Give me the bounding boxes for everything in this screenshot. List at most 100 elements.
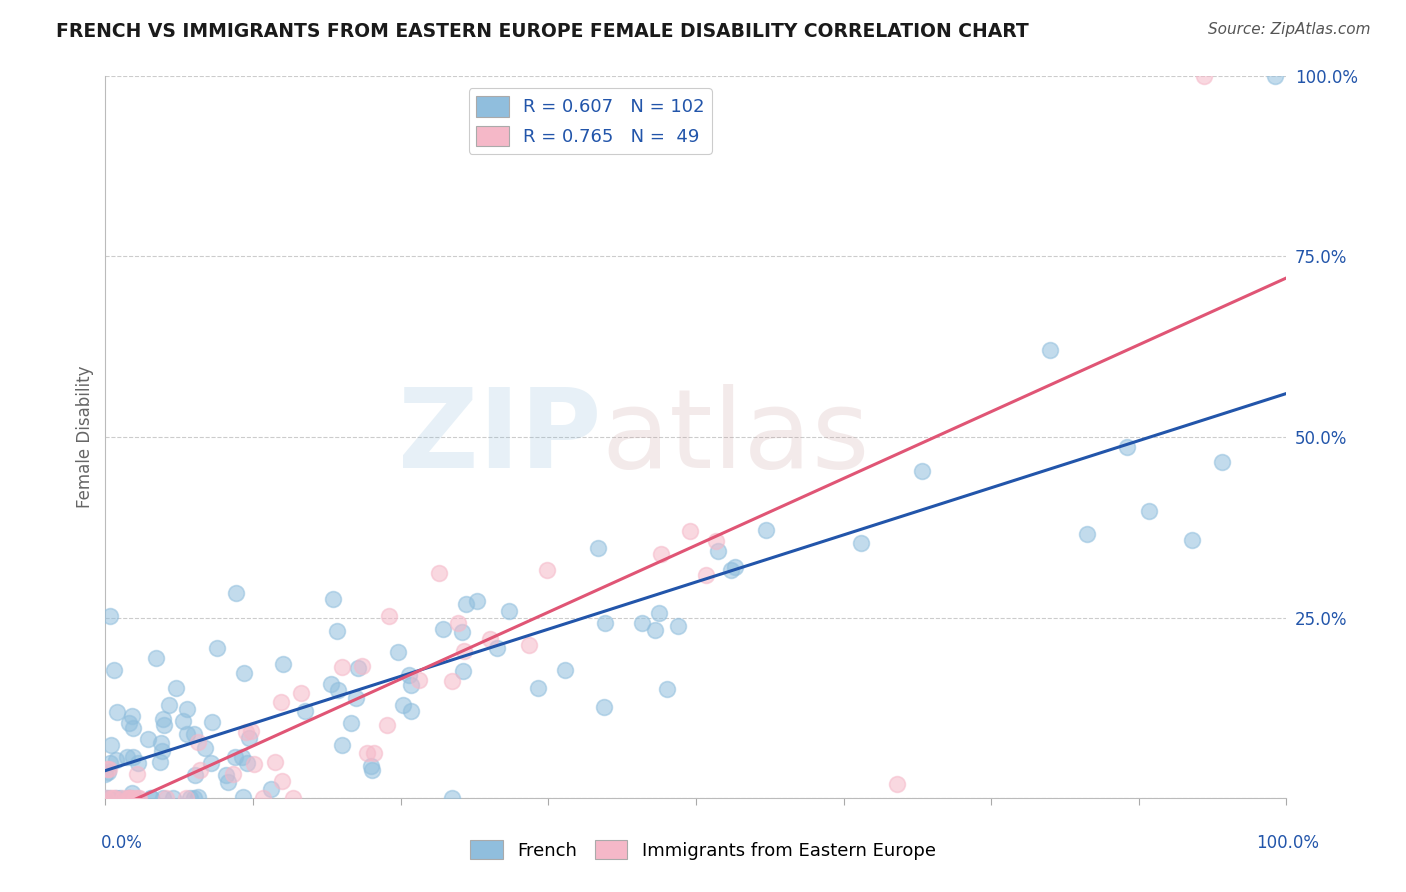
Point — [290, 685, 312, 699]
Point — [97, 764, 120, 779]
Point — [238, 731, 260, 746]
Point — [174, 791, 197, 805]
Point — [225, 586, 247, 600]
Point — [429, 566, 451, 580]
Point — [886, 777, 908, 791]
Point — [105, 705, 128, 719]
Point — [326, 624, 349, 638]
Point — [117, 791, 139, 805]
Point — [1076, 527, 1098, 541]
Point — [118, 791, 141, 805]
Point — [103, 663, 125, 677]
Point — [138, 731, 160, 746]
Point — [172, 714, 194, 728]
Point — [103, 791, 125, 805]
Point — [121, 786, 143, 800]
Point — [222, 767, 245, 781]
Point — [330, 738, 353, 752]
Point — [432, 623, 454, 637]
Point — [1264, 69, 1286, 83]
Legend: French, Immigrants from Eastern Europe: French, Immigrants from Eastern Europe — [463, 832, 943, 867]
Point — [110, 790, 132, 805]
Point — [588, 541, 610, 556]
Point — [205, 640, 228, 655]
Point — [100, 791, 122, 805]
Point — [294, 704, 316, 718]
Point — [217, 775, 239, 789]
Point — [128, 791, 150, 805]
Point — [141, 791, 163, 805]
Point — [184, 768, 207, 782]
Point — [387, 645, 409, 659]
Point — [441, 674, 464, 689]
Point — [398, 668, 420, 682]
Point — [1181, 533, 1204, 548]
Point — [273, 657, 295, 671]
Point — [536, 562, 558, 576]
Point — [648, 606, 671, 620]
Point — [322, 592, 344, 607]
Legend: R = 0.607   N = 102, R = 0.765   N =  49: R = 0.607 N = 102, R = 0.765 N = 49 — [468, 88, 711, 153]
Point — [554, 664, 576, 678]
Point — [1115, 440, 1137, 454]
Point — [399, 677, 422, 691]
Y-axis label: Female Disability: Female Disability — [76, 366, 94, 508]
Point — [152, 718, 174, 732]
Point — [125, 766, 148, 780]
Point — [94, 791, 117, 805]
Point — [124, 791, 146, 805]
Point — [630, 616, 652, 631]
Point — [150, 736, 173, 750]
Point — [188, 763, 211, 777]
Point — [149, 755, 172, 769]
Point — [392, 698, 415, 712]
Point — [187, 734, 209, 748]
Point — [260, 782, 283, 797]
Point — [127, 791, 149, 805]
Point — [96, 791, 118, 805]
Point — [527, 681, 550, 695]
Point — [755, 523, 778, 537]
Point — [339, 716, 361, 731]
Point — [447, 615, 470, 630]
Point — [97, 762, 120, 776]
Point — [344, 691, 367, 706]
Point — [98, 609, 121, 624]
Point — [328, 683, 350, 698]
Point — [118, 716, 141, 731]
Text: FRENCH VS IMMIGRANTS FROM EASTERN EUROPE FEMALE DISABILITY CORRELATION CHART: FRENCH VS IMMIGRANTS FROM EASTERN EUROPE… — [56, 22, 1029, 41]
Point — [593, 699, 616, 714]
Point — [176, 702, 198, 716]
Point — [724, 560, 747, 574]
Point — [97, 791, 120, 805]
Point — [104, 791, 127, 805]
Point — [224, 750, 246, 764]
Point — [235, 725, 257, 739]
Point — [1192, 69, 1215, 83]
Point — [215, 768, 238, 782]
Point — [451, 664, 474, 678]
Point — [650, 547, 672, 561]
Point — [118, 791, 141, 805]
Point — [104, 791, 127, 805]
Point — [139, 791, 162, 805]
Point — [152, 744, 174, 758]
Point — [1211, 454, 1233, 468]
Point — [183, 727, 205, 741]
Point — [94, 767, 117, 781]
Point — [104, 753, 127, 767]
Point — [233, 666, 256, 681]
Point — [187, 789, 209, 804]
Point — [162, 791, 184, 805]
Point — [270, 773, 292, 788]
Point — [152, 712, 174, 726]
Point — [330, 660, 353, 674]
Point — [378, 609, 401, 624]
Point — [179, 791, 201, 805]
Point — [231, 750, 253, 764]
Point — [236, 756, 259, 770]
Point — [644, 623, 666, 637]
Point — [264, 756, 287, 770]
Point — [239, 723, 262, 738]
Point — [1137, 503, 1160, 517]
